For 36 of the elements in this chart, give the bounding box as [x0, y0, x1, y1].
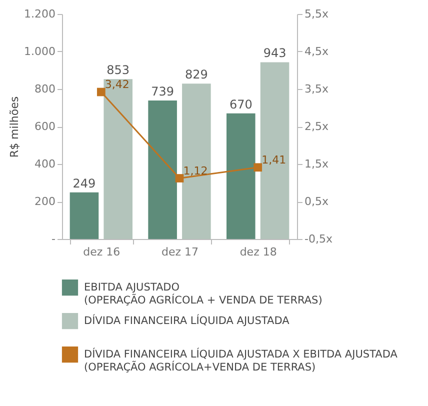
y-tick-label: 200: [34, 195, 56, 208]
data-label: 829: [184, 68, 208, 82]
y-tick-label: 1.200: [24, 8, 56, 20]
data-label: 670: [229, 97, 252, 112]
bar: [226, 113, 256, 239]
data-label: 249: [72, 176, 96, 190]
y2-tick-label: 4,5x: [304, 45, 329, 58]
data-label: 739: [151, 84, 174, 98]
y-tick-label: 1.000: [24, 45, 56, 58]
y2-tick-label: 1,5x: [304, 158, 329, 170]
y2-tick-label: 2,5x: [304, 120, 329, 133]
x-tick-label: dez 18: [240, 246, 277, 258]
point: [96, 88, 106, 96]
data-label: 1,41: [262, 153, 286, 166]
y-tick-label: 400: [34, 158, 56, 170]
data-label: 853: [106, 63, 130, 78]
point: [175, 174, 184, 182]
y-tick-label: 600: [34, 120, 56, 133]
y-tick-label: -: [52, 232, 56, 246]
legend-label: DÍVIDA FINANCEIRA LÍQUIDA AJUSTADA X EBITDA AJUSTADA (OPERAÇÃO AGRÍCOLA+VENDA DE TERRAS): [84, 348, 398, 374]
bar: [148, 100, 177, 239]
y2-tick-label: -0,5x: [304, 232, 333, 246]
x-tick-label: dez 16: [83, 246, 120, 258]
legend-label: EBITDA AJUSTADO (OPERAÇÃO AGRÍCOLA + VENDA DE TERRAS): [84, 282, 322, 306]
data-label: 3,42: [104, 78, 130, 91]
y-axis-title: R$ milhões: [8, 96, 22, 158]
legend-label: DÍVIDA FINANCEIRA LÍQUIDA AJUSTADA: [84, 314, 290, 327]
y2-tick-label: 5,5x: [304, 8, 329, 20]
x-tick-label: dez 17: [161, 246, 199, 258]
y-tick-label: 800: [34, 82, 56, 96]
point: [254, 163, 262, 172]
y2-tick-label: 0,5x: [304, 195, 329, 208]
y2-tick-label: 3,5x: [304, 82, 329, 96]
bar: [70, 192, 99, 239]
data-label: 943: [263, 46, 286, 60]
data-label: 1,12: [183, 164, 208, 178]
